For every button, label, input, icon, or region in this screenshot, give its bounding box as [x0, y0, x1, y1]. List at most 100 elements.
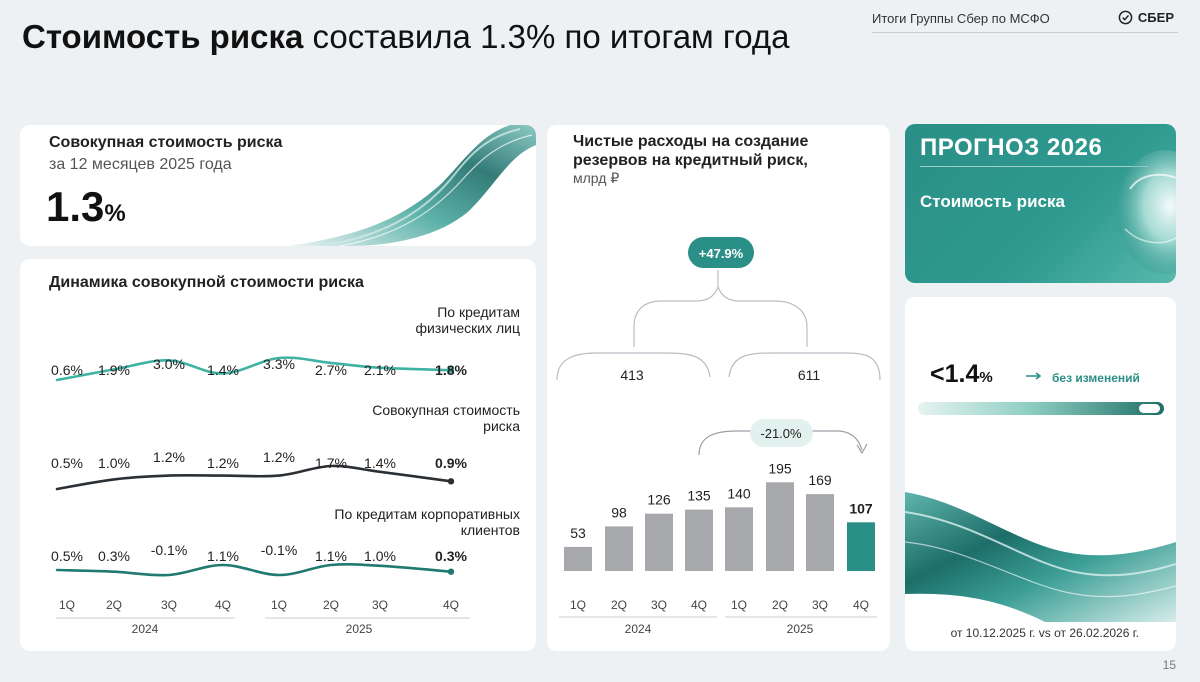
series-name: риска [483, 418, 520, 434]
line-chart: 0.6% 1.9% 3.0% 1.4% 3.3% 2.7% 2.1% 1.8% По креди… [51, 304, 520, 636]
forecast-bar-knob [1139, 404, 1160, 413]
data-label: 1.9% [98, 362, 130, 378]
x-tick-label: 3Q [372, 598, 388, 612]
data-label: 1.1% [207, 548, 239, 564]
series-name: По кредитам корпоративных [334, 506, 520, 522]
bar [645, 513, 673, 571]
bar-chart-title: Чистые расходы на создание резервов на к… [573, 133, 809, 169]
x-tick-label: 3Q [161, 598, 177, 612]
data-label: 1.2% [263, 449, 295, 465]
data-label: 1.2% [153, 449, 185, 465]
line-chart-title: Динамика совокупной стоимости риска [49, 274, 364, 291]
data-label: 1.4% [364, 455, 396, 471]
summary-card: Совокупная стоимость риска за 12 месяцев… [20, 125, 536, 246]
data-label: 0.3% [98, 548, 130, 564]
series-end-point [447, 367, 455, 374]
x-tick-label: 2Q [772, 598, 788, 612]
year-total-label: 611 [798, 367, 821, 383]
bar [725, 507, 753, 571]
year-total-label: 413 [620, 367, 644, 383]
data-label: 0.5% [51, 548, 83, 564]
data-label: 1.0% [98, 455, 130, 471]
bar-value-label: 140 [727, 485, 751, 501]
data-label: 1.2% [207, 455, 239, 471]
data-label: 1.4% [207, 362, 239, 378]
data-label: 0.3% [435, 548, 467, 564]
x-tick-label: 1Q [570, 598, 586, 612]
summary-sublabel: за 12 месяцев 2025 года [49, 156, 232, 173]
forecast-value-unit: % [979, 369, 993, 386]
teal-wave-decoration [290, 125, 536, 246]
growth-bracket [633, 285, 808, 347]
forecast-value-number: <1.4 [930, 360, 980, 388]
report-subtitle: Итоги Группы Сбер по МСФО [872, 11, 1050, 26]
data-label: 0.9% [435, 455, 467, 471]
growth-label: +47.9% [699, 246, 744, 261]
forecast-gradient-bar [918, 402, 1164, 415]
bar [766, 482, 794, 571]
x-tick-label: 2Q [106, 598, 122, 612]
data-label: 1.0% [364, 548, 396, 564]
page-number: 15 [1162, 658, 1176, 672]
bar-value-label: 195 [768, 460, 792, 476]
x-tick-label: 3Q [812, 598, 828, 612]
teal-ribbon-decoration [905, 492, 1176, 622]
bar [605, 526, 633, 571]
series-name: По кредитам [437, 304, 520, 320]
data-label: 2.7% [315, 362, 347, 378]
bar-value-label: 126 [647, 492, 671, 508]
data-label: 2.1% [364, 362, 396, 378]
x-tick-label: 4Q [215, 598, 231, 612]
x-tick-label: 1Q [271, 598, 287, 612]
line-chart-card: Динамика совокупной стоимости риска 0.6%… [20, 259, 536, 651]
data-label: 3.0% [153, 356, 185, 372]
series-line [55, 563, 453, 577]
qoq-label: -21.0% [760, 426, 802, 441]
bar-chart-card: Чистые расходы на создание резервов на к… [547, 125, 890, 651]
bar-chart: 53 98 126 135 140 195 169 107 1Q 2Q 3Q 4Q 1Q 2Q 3Q 4Q 20… [556, 237, 881, 636]
growth-badge [688, 237, 754, 268]
summary-value-unit: % [104, 200, 126, 227]
forecast-subtitle: Стоимость риска [920, 192, 1065, 211]
bar-value-label: 53 [570, 525, 586, 541]
x-tick-label: 2Q [611, 598, 627, 612]
x-tick-label: 1Q [59, 598, 75, 612]
series-end-point [447, 568, 455, 575]
qoq-badge [750, 419, 813, 447]
data-label: 0.5% [51, 455, 83, 471]
year-total-bracket [728, 352, 881, 381]
bar-value-label: 98 [611, 504, 627, 520]
data-label: 1.1% [315, 548, 347, 564]
summary-label: Совокупная стоимость риска [49, 134, 283, 151]
sber-logo: СБЕР [1118, 10, 1174, 25]
year-label: 2025 [346, 622, 373, 636]
page-title-bold: Стоимость риска [22, 18, 304, 55]
data-label: 0.6% [51, 362, 83, 378]
series-name: клиентов [461, 522, 520, 538]
forecast-note: без изменений [1052, 371, 1140, 385]
forecast-divider [920, 166, 1148, 167]
bar [806, 494, 834, 571]
series-line [55, 356, 453, 382]
data-label: 1.8% [435, 362, 467, 378]
forecast-detail-card: <1.4% без изменений от 10.12.2025 г. vs … [905, 297, 1176, 651]
year-label: 2025 [787, 622, 814, 636]
forecast-header-card: ПРОГНОЗ 2026 Стоимость риска [905, 124, 1176, 283]
forecast-date-note: от 10.12.2025 г. vs от 26.02.2026 г. [950, 626, 1139, 640]
x-tick-label: 3Q [651, 598, 667, 612]
data-label: 1.7% [315, 455, 347, 471]
bar [685, 509, 713, 571]
header-right: Итоги Группы Сбер по МСФО СБЕР [872, 9, 1178, 33]
data-label: -0.1% [151, 542, 188, 558]
year-label: 2024 [625, 622, 652, 636]
summary-value-number: 1.3 [46, 183, 105, 230]
bar [847, 522, 875, 571]
x-tick-label: 2Q [323, 598, 339, 612]
page-title: Стоимость риска составила 1.3% по итогам… [22, 18, 789, 56]
bar-value-label: 107 [849, 500, 873, 516]
summary-value: 1.3% [46, 183, 126, 231]
bar-value-label: 169 [808, 472, 832, 488]
x-tick-label: 4Q [853, 598, 869, 612]
series-name: Совокупная стоимость [372, 402, 520, 418]
arrow-right-icon [1026, 372, 1042, 380]
